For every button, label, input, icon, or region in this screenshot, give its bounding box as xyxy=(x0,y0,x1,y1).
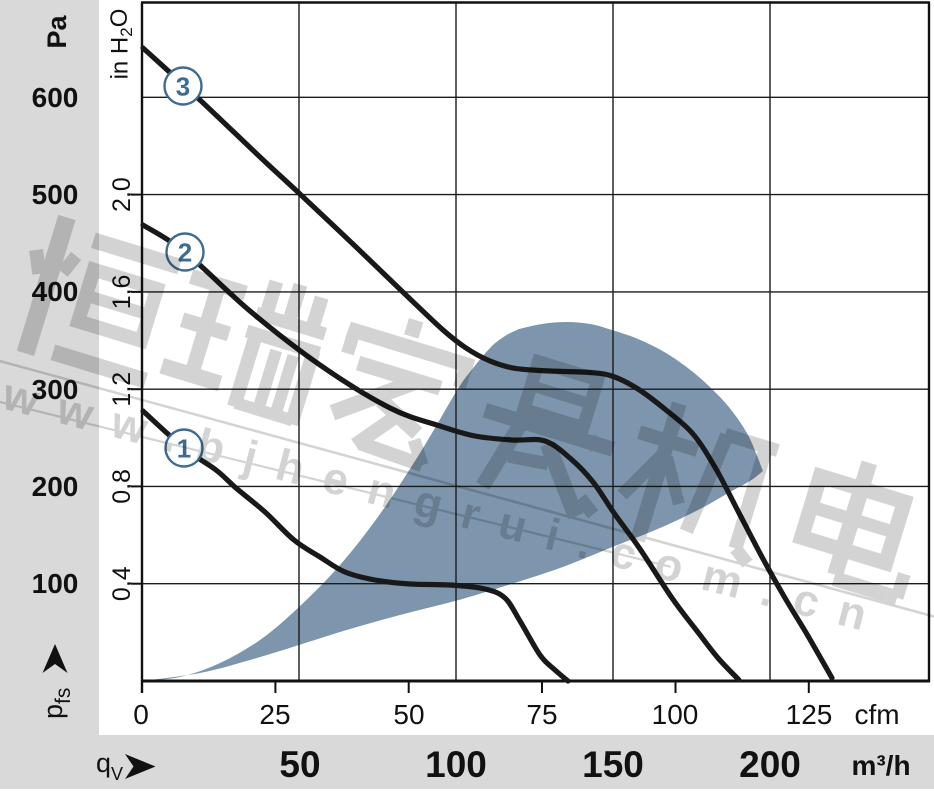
svg-text:100: 100 xyxy=(32,568,79,599)
svg-text:25: 25 xyxy=(259,699,290,730)
svg-text:600: 600 xyxy=(32,82,79,113)
svg-text:300: 300 xyxy=(32,374,79,405)
svg-text:125: 125 xyxy=(786,699,833,730)
svg-text:1: 1 xyxy=(177,434,191,464)
svg-text:2: 2 xyxy=(178,238,192,268)
svg-text:0,8: 0,8 xyxy=(108,469,136,504)
svg-text:50: 50 xyxy=(279,744,320,785)
svg-text:cfm: cfm xyxy=(854,699,899,730)
svg-text:75: 75 xyxy=(526,699,557,730)
svg-text:m³/h: m³/h xyxy=(851,750,910,781)
svg-text:50: 50 xyxy=(393,699,424,730)
svg-text:200: 200 xyxy=(739,744,801,785)
svg-text:150: 150 xyxy=(582,744,644,785)
svg-text:400: 400 xyxy=(32,276,79,307)
svg-text:in H2O: in H2O xyxy=(106,9,136,80)
svg-text:500: 500 xyxy=(32,179,79,210)
svg-text:1,2: 1,2 xyxy=(108,372,136,407)
svg-text:100: 100 xyxy=(425,744,487,785)
svg-text:100: 100 xyxy=(652,699,699,730)
svg-text:0: 0 xyxy=(133,699,149,730)
svg-text:3: 3 xyxy=(176,72,190,102)
svg-text:0,4: 0,4 xyxy=(108,566,136,601)
svg-text:2,0: 2,0 xyxy=(108,177,136,212)
svg-text:200: 200 xyxy=(32,471,79,502)
svg-text:Pa: Pa xyxy=(42,15,72,49)
svg-text:1,6: 1,6 xyxy=(108,275,136,310)
